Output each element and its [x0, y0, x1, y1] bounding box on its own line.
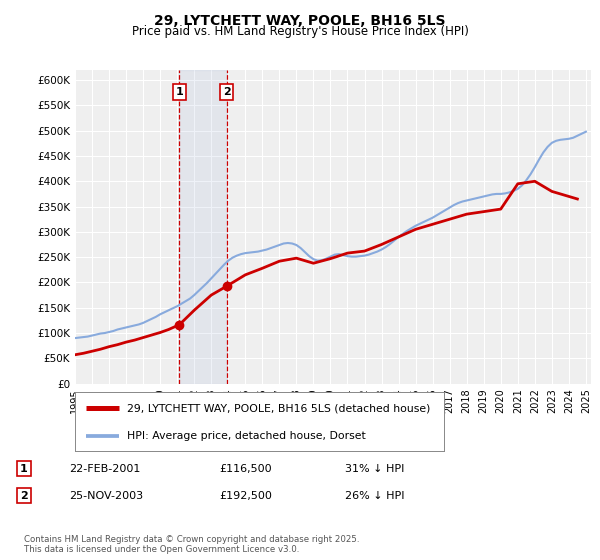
Text: £116,500: £116,500	[219, 464, 272, 474]
Text: 22-FEB-2001: 22-FEB-2001	[69, 464, 140, 474]
Text: Contains HM Land Registry data © Crown copyright and database right 2025.
This d: Contains HM Land Registry data © Crown c…	[24, 535, 359, 554]
Text: 29, LYTCHETT WAY, POOLE, BH16 5LS: 29, LYTCHETT WAY, POOLE, BH16 5LS	[154, 14, 446, 28]
Text: £192,500: £192,500	[219, 491, 272, 501]
Text: 29, LYTCHETT WAY, POOLE, BH16 5LS (detached house): 29, LYTCHETT WAY, POOLE, BH16 5LS (detac…	[127, 403, 430, 413]
Text: 2: 2	[20, 491, 28, 501]
Text: 2: 2	[223, 87, 230, 97]
Text: 1: 1	[20, 464, 28, 474]
Text: Price paid vs. HM Land Registry's House Price Index (HPI): Price paid vs. HM Land Registry's House …	[131, 25, 469, 38]
Text: 1: 1	[176, 87, 183, 97]
Text: 26% ↓ HPI: 26% ↓ HPI	[345, 491, 404, 501]
Text: HPI: Average price, detached house, Dorset: HPI: Average price, detached house, Dors…	[127, 431, 365, 441]
Text: 25-NOV-2003: 25-NOV-2003	[69, 491, 143, 501]
Text: 31% ↓ HPI: 31% ↓ HPI	[345, 464, 404, 474]
Bar	[179, 70, 227, 384]
